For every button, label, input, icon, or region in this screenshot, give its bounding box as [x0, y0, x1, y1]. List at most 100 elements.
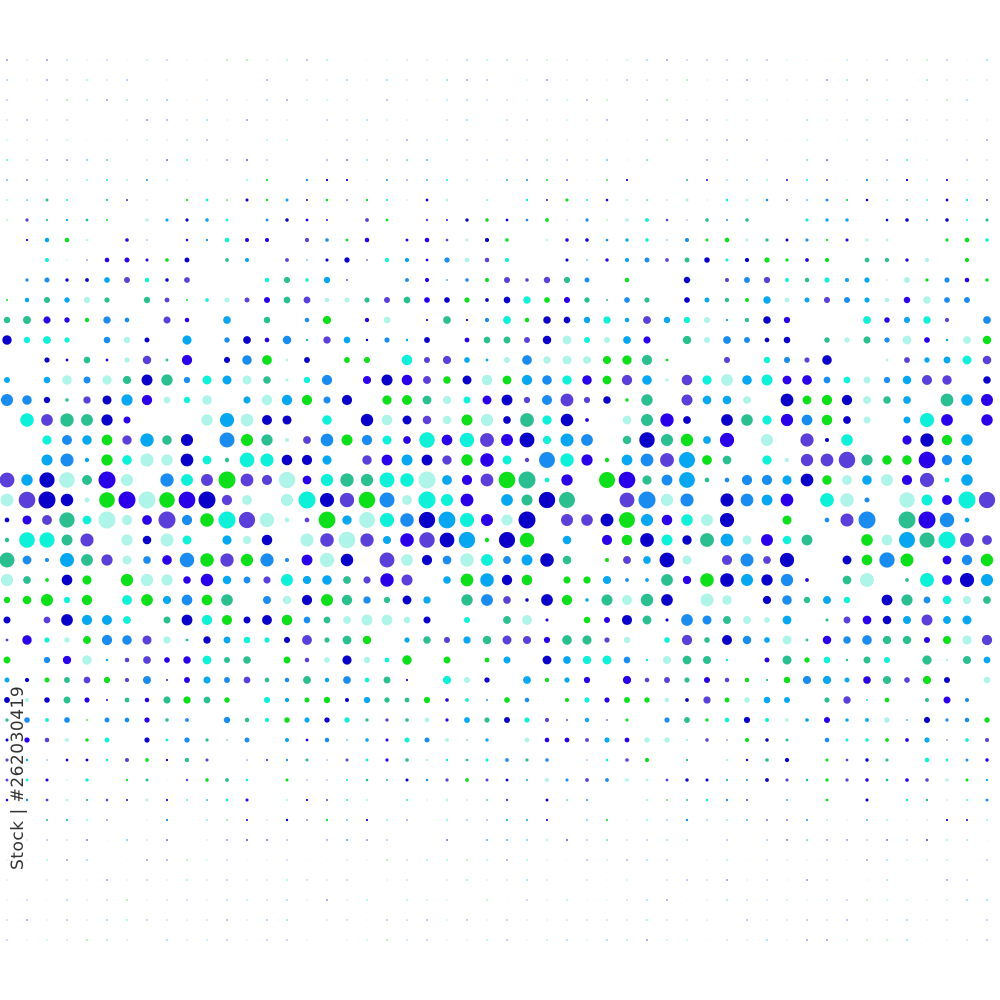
dot	[603, 616, 611, 624]
dot	[921, 614, 933, 626]
dot	[501, 494, 513, 506]
dot	[502, 455, 512, 465]
dot	[526, 159, 528, 161]
dot	[523, 396, 531, 404]
dot	[4, 697, 10, 703]
dot	[206, 799, 208, 801]
dot	[482, 395, 492, 405]
dot	[6, 179, 8, 181]
dot	[666, 239, 668, 241]
dot	[786, 59, 788, 61]
dot	[141, 394, 153, 406]
dot	[140, 433, 154, 447]
dot	[286, 859, 288, 861]
dot	[219, 432, 235, 448]
dot	[386, 79, 388, 81]
dot	[186, 159, 188, 161]
dot	[105, 198, 109, 202]
dot	[725, 198, 729, 202]
dot	[0, 472, 15, 488]
dot	[585, 778, 589, 782]
dot	[543, 356, 551, 364]
dot	[304, 357, 310, 363]
dot	[680, 433, 694, 447]
dot	[45, 718, 49, 722]
dot	[379, 512, 395, 528]
dot	[966, 79, 968, 81]
dot	[218, 511, 236, 529]
dot	[566, 79, 568, 81]
dot	[966, 879, 968, 881]
dot	[486, 179, 488, 181]
dot	[601, 594, 613, 606]
dot	[66, 939, 68, 941]
dot	[62, 655, 72, 665]
dot	[285, 198, 289, 202]
dot	[566, 719, 568, 721]
dot	[460, 553, 474, 567]
dot	[66, 99, 68, 101]
dot	[341, 394, 353, 406]
dot	[459, 512, 475, 528]
dot	[445, 738, 449, 742]
dot	[842, 555, 852, 565]
dot	[446, 899, 448, 901]
dot	[146, 159, 148, 161]
dot	[186, 879, 188, 881]
dot	[486, 139, 488, 141]
dot	[203, 676, 211, 684]
dot	[342, 515, 352, 525]
dot	[302, 635, 312, 645]
dot	[886, 279, 888, 281]
dot	[622, 675, 632, 685]
dot	[726, 839, 728, 841]
dot	[685, 178, 689, 182]
dot	[686, 139, 688, 141]
dot	[764, 337, 770, 343]
dot	[446, 79, 448, 81]
dot	[364, 297, 370, 303]
dot	[785, 738, 789, 742]
dot	[863, 336, 871, 344]
dot	[425, 198, 429, 202]
dot	[825, 238, 829, 242]
dot	[22, 515, 32, 525]
dot	[424, 337, 430, 343]
dot	[945, 198, 949, 202]
dot	[246, 159, 248, 161]
dot	[324, 637, 330, 643]
dot	[20, 413, 34, 427]
dot	[403, 616, 411, 624]
dot	[165, 738, 169, 742]
dot	[185, 198, 189, 202]
dot	[706, 819, 708, 821]
dot	[326, 139, 328, 141]
dot	[622, 415, 632, 425]
dot	[845, 658, 849, 662]
dot	[824, 697, 830, 703]
dot	[326, 919, 328, 921]
dot	[281, 394, 293, 406]
dot	[303, 616, 311, 624]
dot	[363, 596, 371, 604]
dot	[26, 139, 28, 141]
dot	[423, 696, 431, 704]
dot	[206, 859, 208, 861]
dot	[401, 554, 413, 566]
dot	[965, 198, 969, 202]
dot	[901, 594, 913, 606]
dot	[858, 511, 876, 529]
dot	[563, 656, 571, 664]
dot	[621, 454, 633, 466]
dot	[521, 554, 533, 566]
dot	[725, 658, 729, 662]
dot	[146, 859, 148, 861]
dot	[643, 336, 651, 344]
dot	[426, 939, 428, 941]
dot	[985, 818, 989, 822]
dot	[64, 717, 70, 723]
dot	[862, 615, 872, 625]
dot	[306, 879, 308, 881]
dot	[763, 356, 771, 364]
